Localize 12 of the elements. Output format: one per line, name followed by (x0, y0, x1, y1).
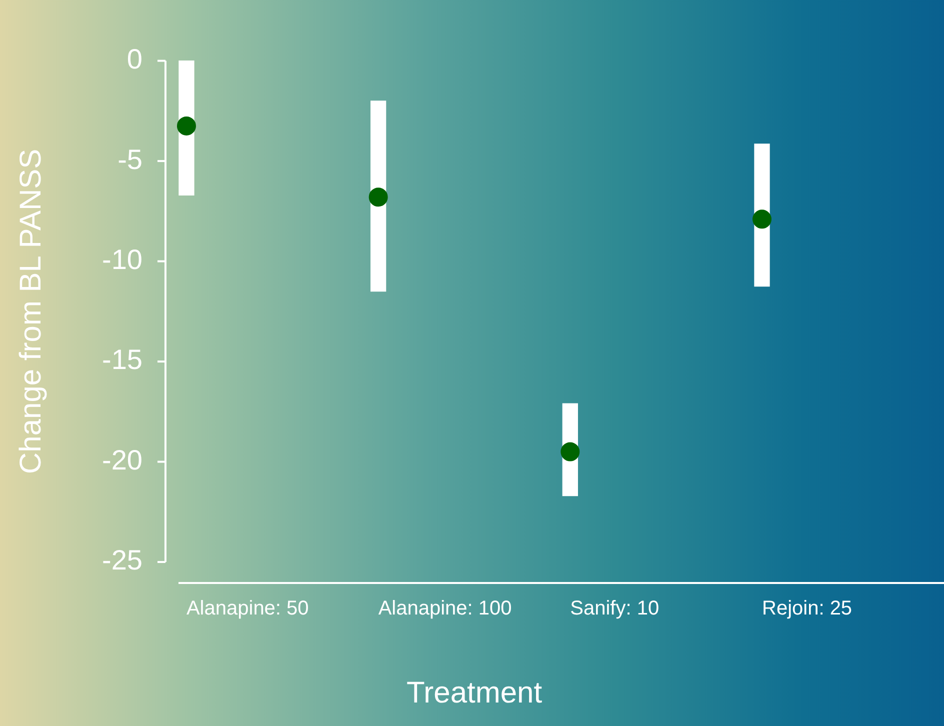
y-tick-label: -5 (118, 144, 142, 175)
x-tick-label: Alanapine: 50 (186, 598, 309, 620)
x-tick-label: Sanify: 10 (570, 598, 660, 620)
y-tick-label: -15 (102, 344, 142, 376)
x-tick-label: Rejoin: 25 (762, 598, 852, 620)
y-axis-title: Change from BL PANSS (14, 148, 48, 474)
x-axis-title: Treatment (406, 676, 543, 710)
y-tick-label: -20 (102, 444, 142, 476)
y-tick-label: -25 (102, 544, 142, 576)
x-tick-label: Alanapine: 100 (378, 598, 512, 620)
y-tick-label: 0 (126, 44, 142, 75)
y-tick-label: -10 (102, 244, 142, 275)
